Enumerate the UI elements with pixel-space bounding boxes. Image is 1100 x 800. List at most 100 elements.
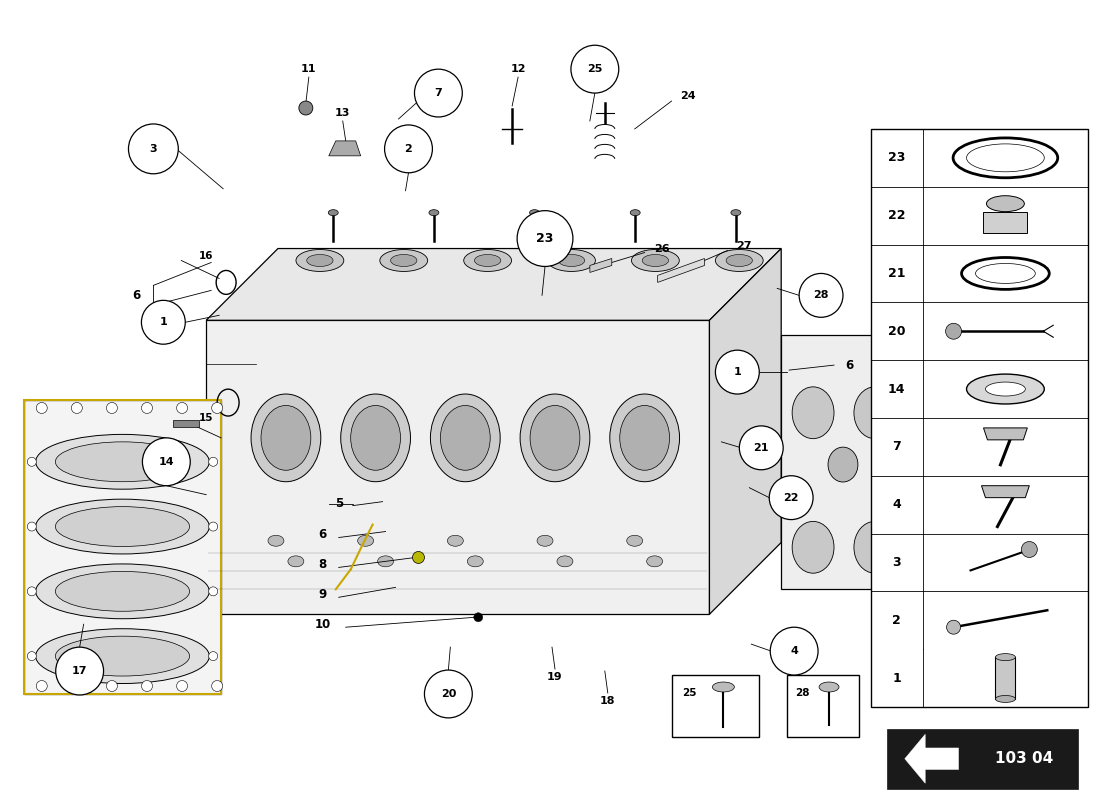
Text: 7: 7: [892, 440, 901, 454]
Text: 3: 3: [892, 556, 901, 569]
Circle shape: [72, 402, 82, 414]
Circle shape: [715, 350, 759, 394]
Text: 14: 14: [158, 457, 174, 466]
Circle shape: [571, 46, 619, 93]
Circle shape: [425, 670, 472, 718]
Text: 8: 8: [319, 558, 327, 571]
Ellipse shape: [520, 394, 590, 482]
Ellipse shape: [987, 196, 1024, 212]
Ellipse shape: [268, 535, 284, 546]
Text: 28: 28: [795, 688, 810, 698]
Circle shape: [107, 402, 118, 414]
Ellipse shape: [429, 210, 439, 216]
Circle shape: [36, 681, 47, 691]
Text: 25: 25: [587, 64, 603, 74]
Ellipse shape: [828, 447, 858, 482]
Ellipse shape: [55, 571, 189, 611]
Text: 12: 12: [510, 64, 526, 74]
Text: 23: 23: [537, 232, 553, 245]
Circle shape: [1022, 542, 1037, 558]
Ellipse shape: [557, 556, 573, 567]
Ellipse shape: [559, 254, 585, 266]
Circle shape: [209, 587, 218, 596]
Text: 16: 16: [199, 250, 213, 261]
Polygon shape: [590, 258, 612, 273]
Ellipse shape: [296, 250, 344, 271]
Circle shape: [211, 402, 222, 414]
Ellipse shape: [713, 682, 735, 692]
Text: 10: 10: [315, 618, 331, 630]
Ellipse shape: [55, 506, 189, 546]
Text: 21: 21: [888, 267, 905, 280]
Ellipse shape: [715, 250, 763, 271]
Text: 3: 3: [150, 144, 157, 154]
Text: 1: 1: [160, 318, 167, 327]
Circle shape: [209, 458, 218, 466]
Ellipse shape: [251, 394, 321, 482]
Circle shape: [142, 300, 185, 344]
Ellipse shape: [288, 556, 304, 567]
Text: 5: 5: [334, 497, 343, 510]
Polygon shape: [871, 129, 1088, 707]
Text: 25: 25: [682, 688, 696, 698]
Polygon shape: [672, 675, 759, 737]
Ellipse shape: [967, 144, 1044, 172]
Circle shape: [209, 522, 218, 531]
Ellipse shape: [377, 556, 394, 567]
Ellipse shape: [730, 210, 740, 216]
Polygon shape: [996, 657, 1015, 699]
Ellipse shape: [474, 254, 500, 266]
Circle shape: [107, 681, 118, 691]
Text: 11: 11: [301, 64, 317, 74]
Ellipse shape: [792, 387, 834, 438]
Text: 6: 6: [132, 289, 141, 302]
Circle shape: [56, 647, 103, 695]
Text: 27: 27: [737, 241, 752, 250]
Polygon shape: [981, 486, 1030, 498]
Text: 17: 17: [72, 666, 87, 676]
Text: 6: 6: [845, 358, 854, 372]
Ellipse shape: [630, 210, 640, 216]
Ellipse shape: [642, 254, 669, 266]
Ellipse shape: [379, 250, 428, 271]
Text: 2: 2: [405, 144, 412, 154]
Ellipse shape: [792, 522, 834, 573]
Text: 6: 6: [319, 528, 327, 541]
Text: 26: 26: [653, 243, 670, 254]
Text: a passion for cars since 1985: a passion for cars since 1985: [364, 422, 607, 474]
Text: 24: 24: [680, 91, 695, 101]
Ellipse shape: [820, 682, 839, 692]
Circle shape: [36, 402, 47, 414]
Circle shape: [299, 101, 312, 115]
Ellipse shape: [986, 382, 1025, 396]
Ellipse shape: [967, 374, 1044, 404]
Polygon shape: [658, 258, 704, 282]
Circle shape: [177, 402, 188, 414]
Polygon shape: [781, 335, 905, 589]
Text: 9: 9: [319, 588, 327, 601]
Text: 13: 13: [336, 108, 351, 118]
Polygon shape: [983, 212, 1027, 233]
Circle shape: [209, 652, 218, 661]
Ellipse shape: [631, 250, 680, 271]
Ellipse shape: [328, 210, 338, 216]
Ellipse shape: [55, 442, 189, 482]
Ellipse shape: [627, 535, 642, 546]
Circle shape: [770, 627, 818, 675]
Ellipse shape: [390, 254, 417, 266]
Text: 7: 7: [434, 88, 442, 98]
Text: 22: 22: [783, 493, 799, 502]
Ellipse shape: [548, 250, 595, 271]
Text: 20: 20: [441, 689, 456, 699]
Ellipse shape: [529, 210, 539, 216]
Circle shape: [72, 681, 82, 691]
Ellipse shape: [464, 250, 512, 271]
Circle shape: [142, 402, 153, 414]
Polygon shape: [887, 729, 1078, 789]
Circle shape: [415, 69, 462, 117]
Ellipse shape: [537, 535, 553, 546]
Text: eurocarces: eurocarces: [354, 333, 616, 427]
Circle shape: [739, 426, 783, 470]
Ellipse shape: [35, 499, 209, 554]
Ellipse shape: [351, 406, 400, 470]
